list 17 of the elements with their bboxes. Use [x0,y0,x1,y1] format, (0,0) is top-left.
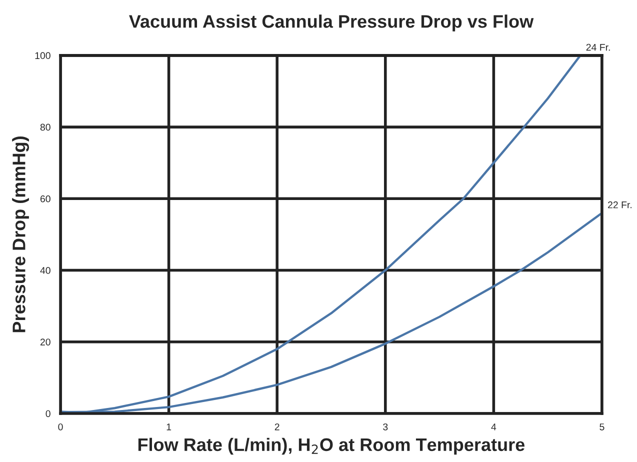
y-tick-label: 40 [40,267,50,274]
x-tick-label: 4 [491,424,496,430]
series-label: 24 Fr. [586,44,610,51]
y-tick-label: 60 [40,195,50,202]
x-tick-label: 3 [383,423,388,430]
x-tick-label: 1 [166,424,172,430]
x-tick-label: 5 [600,424,604,430]
x-tick-label: 2 [274,423,280,430]
y-axis-title: Pressure Drop (mmHg) [12,136,30,332]
y-tick-label: 80 [40,124,50,131]
chart-title: Vacuum Assist Cannula Pressure Drop vs Flow [129,14,534,32]
x-axis-title: Flow Rate (L/min), H$_{2}$O at Room Temperature [138,438,525,455]
x-tick-label: 0 [58,423,63,430]
series-label: 22 Fr. [608,201,632,208]
y-tick-label: 100 [35,52,50,60]
y-tick-label: 20 [40,338,50,346]
y-tick-label: 0 [46,410,50,418]
